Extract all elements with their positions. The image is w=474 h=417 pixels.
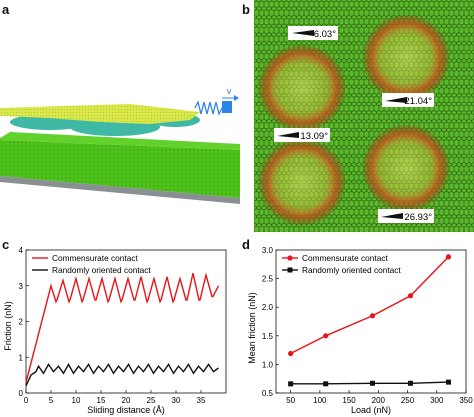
x-tick-label: 5 [49, 396, 54, 405]
velocity-arrowhead [234, 95, 239, 101]
y-tick-label: 0.5 [262, 389, 274, 398]
chart-d-ylabel: Mean friction (nN) [247, 292, 257, 364]
data-point-square [288, 381, 294, 387]
flake-bottom-right [363, 125, 449, 211]
legend-label-1: Commensurate contact [302, 253, 388, 263]
substrate-base [0, 176, 240, 204]
y-tick-label: 1.5 [262, 332, 274, 341]
panel-b-moire: 6.03° 21.04° 13.09° 26.93° [254, 0, 474, 232]
substrate-slab [0, 140, 240, 198]
angle-label-4: 26.93° [378, 209, 434, 223]
data-point-square [369, 380, 375, 386]
x-tick-label: 25 [147, 396, 156, 405]
x-tick-label: 20 [122, 396, 131, 405]
angle-label-2: 21.04° [382, 93, 434, 107]
angle-text-3: 13.09° [300, 131, 328, 142]
chart-d: Mean friction (nN) Load (nN) 50 100 150 200… [247, 246, 473, 415]
y-tick-label: 1 [19, 353, 24, 362]
angle-text-1: 6.03° [314, 29, 336, 40]
panel-a-letter: a [2, 2, 10, 17]
panel-c-letter: c [2, 237, 10, 252]
flake-top-left [259, 45, 345, 131]
panel-a-simulation: v [0, 86, 240, 204]
data-point-square [323, 381, 329, 387]
legend-label-1: Commensurate contact [52, 253, 138, 263]
series-line-2 [290, 381, 449, 385]
data-point-circle [445, 254, 452, 260]
x-tick-label: 15 [97, 396, 106, 405]
panel-b-letter: b [242, 2, 250, 17]
x-tick-label: 350 [459, 396, 473, 405]
x-tick-label: 200 [372, 396, 386, 405]
angle-text-2: 21.04° [404, 96, 432, 107]
x-tick-label: 300 [430, 396, 444, 405]
plot-frame [275, 249, 467, 394]
y-tick-label: 2.5 [262, 275, 274, 284]
x-tick-label: 150 [342, 396, 356, 405]
flake-top-right [363, 15, 449, 101]
velocity-label: v [227, 86, 232, 96]
data-point-circle [369, 313, 376, 319]
spring [194, 100, 223, 116]
data-point-square [445, 379, 451, 385]
chart-d-xlabel: Load (nN) [351, 405, 391, 415]
series-line-1 [25, 272, 220, 383]
x-tick-label: 0 [24, 396, 29, 405]
data-point-square [407, 380, 413, 386]
graphene-flake [0, 104, 200, 124]
y-tick-label: 0 [19, 389, 24, 398]
legend-label-2: Randomly oriented contact [52, 265, 151, 275]
chart-c: Friction (nN) Sliding distance (Å) 0 5 10 1… [3, 246, 227, 415]
series-line-2 [25, 362, 219, 387]
y-tick-label: 4 [19, 246, 24, 255]
legend-marker [287, 255, 293, 261]
data-point-circle [288, 350, 294, 357]
angle-label-1: 6.03° [288, 26, 338, 40]
panel-d-letter: d [242, 237, 250, 252]
data-point-circle [323, 333, 329, 339]
x-tick-label: 50 [286, 396, 295, 405]
x-tick-label: 100 [313, 396, 327, 405]
y-tick-label: 3.0 [262, 246, 274, 255]
chart-c-ylabel: Friction (nN) [3, 301, 13, 351]
angle-text-4: 26.93° [404, 212, 432, 223]
chart-c-xlabel: Sliding distance (Å) [87, 405, 165, 415]
x-tick-label: 30 [172, 396, 181, 405]
pulling-block [222, 101, 232, 113]
substrate-top [0, 132, 240, 150]
flake-bottom-left [259, 139, 345, 225]
legend-marker [287, 267, 293, 273]
x-tick-label: 35 [197, 396, 206, 405]
y-tick-label: 2 [19, 318, 24, 327]
y-tick-label: 3 [19, 282, 24, 291]
x-tick-label: 10 [72, 396, 81, 405]
data-point-circle [407, 293, 414, 299]
y-tick-label: 2.0 [262, 303, 274, 312]
legend-label-2: Randomly oriented contact [302, 265, 401, 275]
angle-label-3: 13.09° [274, 128, 330, 142]
x-tick-label: 250 [401, 396, 415, 405]
y-tick-label: 1.0 [262, 360, 274, 369]
